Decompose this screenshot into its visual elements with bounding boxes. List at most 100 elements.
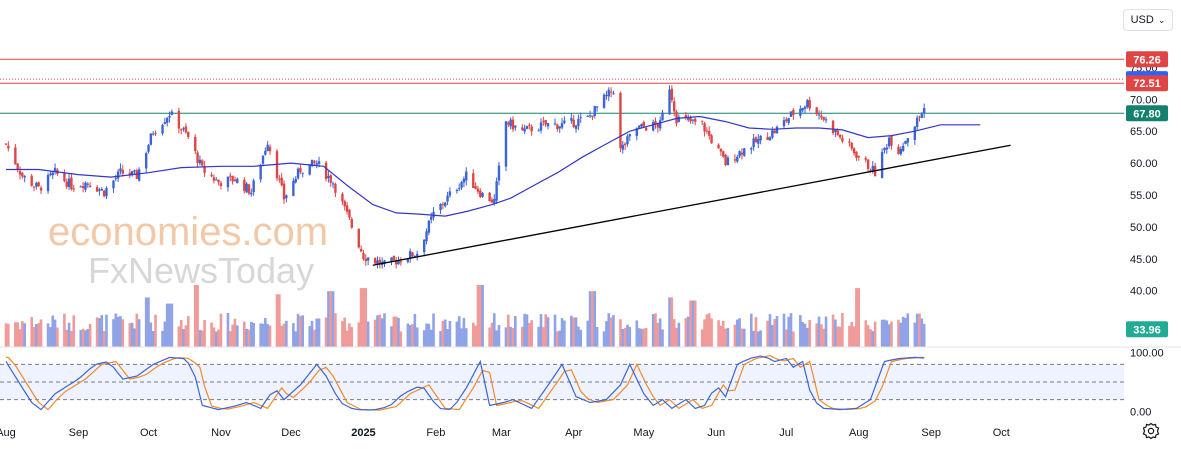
volume-bar (670, 297, 674, 347)
candle-body (472, 173, 475, 188)
volume-bar (740, 328, 744, 347)
stochastic-pane: 0.00 100.00 (0, 346, 1181, 418)
candle-body (855, 151, 858, 158)
volume-bar (51, 315, 55, 347)
volume-bar (546, 317, 550, 347)
candle-body (198, 159, 202, 164)
candle-body (448, 191, 452, 196)
candle-body (591, 115, 594, 118)
candle-body (850, 142, 853, 149)
volume-bar (656, 322, 660, 347)
candle-body (51, 172, 54, 176)
volume-bar (752, 331, 755, 347)
candle-body (49, 173, 52, 176)
candle-body (411, 252, 414, 257)
candle-body (703, 123, 706, 132)
candle-body (890, 135, 893, 146)
volume-bar (787, 316, 790, 347)
currency-selector[interactable]: USD ⌄ (1123, 9, 1173, 31)
candle-body (792, 109, 795, 116)
volume-bar (170, 303, 174, 347)
time-tick-label: Jun (707, 427, 725, 439)
volume-bar (432, 313, 435, 347)
candle-body (546, 123, 550, 127)
volume-bar (497, 324, 501, 347)
candle-body (102, 190, 106, 197)
volume-bar (799, 315, 802, 347)
candle-body (887, 137, 891, 147)
candle-body (640, 123, 643, 127)
candle-body (144, 153, 148, 169)
candle-body (278, 178, 281, 180)
volume-bar (644, 328, 648, 347)
candle-body (373, 257, 377, 264)
candle-body (481, 193, 484, 197)
candle-body (39, 187, 43, 191)
candle-body (705, 130, 709, 132)
time-tick-label: Mar (492, 427, 511, 439)
volume-bar (135, 313, 139, 347)
candle-body (177, 110, 181, 129)
volume-bar (577, 326, 580, 347)
candle-body (184, 126, 188, 133)
volume-bar (264, 317, 267, 347)
candle-body (163, 122, 167, 125)
candle-body (586, 115, 589, 117)
candlesticks (4, 85, 926, 269)
candle-body (570, 117, 573, 121)
candle-body (196, 152, 199, 164)
volume-bar (228, 331, 232, 347)
volume-bar (915, 313, 919, 347)
candle-body (201, 160, 204, 166)
volume-bar (595, 326, 599, 347)
candle-body (439, 204, 442, 211)
time-tick-label: Aug (0, 427, 16, 439)
support-trendline (372, 144, 1011, 266)
candle-body (773, 130, 776, 134)
candle-body (901, 145, 905, 151)
volume-bar (231, 324, 234, 347)
candle-body (759, 135, 762, 141)
time-axis: Aug Sep Oct Nov Dec 2025 Feb Mar Apr May Jun Jul Aug… (0, 427, 1010, 439)
price-badge-label: 33.96 (1133, 324, 1161, 336)
volume-bar (609, 317, 613, 347)
candle-body (65, 181, 68, 187)
volume-bar (98, 318, 101, 347)
price-tick-label: 50.00 (1130, 222, 1158, 234)
volume-bar (7, 323, 10, 347)
candle-body (30, 175, 33, 186)
volume-bar (53, 319, 57, 347)
volume-bar (560, 318, 564, 347)
volume-bar (282, 323, 286, 347)
volume-bar (128, 323, 132, 347)
candle-body (282, 183, 286, 200)
volume-bar (315, 318, 319, 347)
candle-body (98, 189, 101, 191)
volume-bar (640, 328, 643, 347)
volume-bar (586, 320, 590, 347)
volume-bar (820, 324, 823, 347)
candle-body (292, 180, 295, 196)
volume-bar (285, 320, 288, 347)
candle-body (684, 115, 688, 118)
volume-bar (607, 313, 611, 347)
volume-bar (672, 319, 676, 347)
volume-bar (530, 320, 533, 347)
candle-body (602, 94, 606, 108)
volume-bar (628, 327, 632, 347)
volume-bar (612, 315, 615, 347)
volume-bar (717, 320, 720, 347)
candle-body (623, 143, 627, 146)
volume-bar (266, 324, 269, 347)
volume-bar (56, 327, 59, 347)
gear-icon[interactable] (1142, 422, 1160, 440)
price-badge (1126, 51, 1168, 68)
volume-bar (252, 322, 255, 347)
candle-body (378, 259, 382, 265)
candle-body (689, 116, 692, 122)
candle-body (334, 184, 337, 193)
candle-body (495, 181, 498, 201)
volume-bar (397, 317, 400, 347)
